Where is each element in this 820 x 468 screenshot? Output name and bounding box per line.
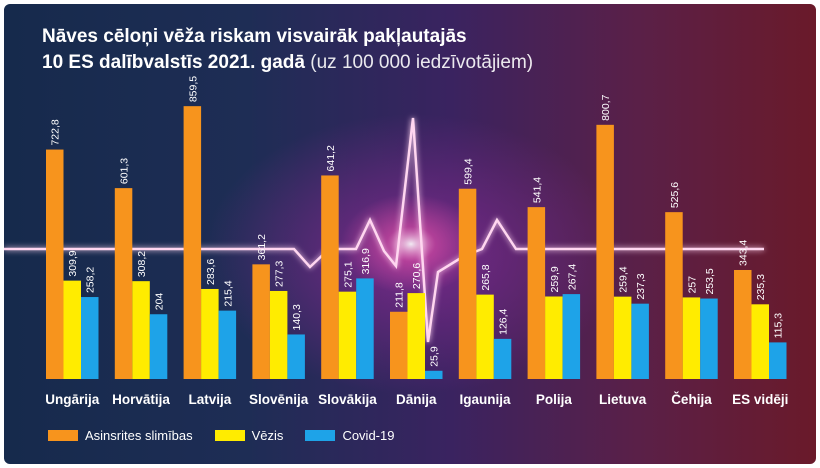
bar-covid [218, 310, 237, 379]
value-label-cancer: 265,8 [480, 264, 492, 290]
value-label-cardio: 343,4 [738, 240, 750, 266]
bar-cardio [527, 207, 546, 379]
value-label-cancer: 270,6 [411, 263, 423, 289]
title-line-2: 10 ES dalībvalstīs 2021. gadā (uz 100 00… [42, 50, 533, 76]
value-label-covid: 267,4 [566, 264, 578, 290]
bar-cardio [390, 311, 408, 379]
value-label-covid: 316,9 [360, 248, 372, 274]
bar-cancer [338, 291, 357, 379]
bar-cardio [183, 106, 202, 379]
legend: Asinsrites slimības Vēzis Covid-19 [48, 428, 394, 443]
value-label-cancer: 235,3 [755, 274, 767, 300]
bar-cardio [596, 124, 614, 379]
value-label-cardio: 859,5 [187, 76, 199, 102]
bar-cardio [321, 175, 339, 379]
value-label-cancer: 259,4 [618, 266, 630, 292]
category-label: Igaunija [460, 392, 511, 407]
value-label-covid: 237,3 [635, 273, 647, 299]
bar-covid [700, 298, 718, 379]
value-label-covid: 215,4 [222, 280, 234, 306]
bar-cancer [545, 296, 563, 379]
bar-covid [149, 314, 168, 379]
value-label-cardio: 641,2 [325, 145, 337, 171]
value-label-covid: 204 [154, 293, 166, 311]
category-label: Dānija [396, 392, 437, 407]
bar-cardio [252, 264, 270, 379]
category-label: Polija [536, 392, 573, 407]
value-label-cancer: 257 [686, 276, 698, 294]
category-label: Ungārija [45, 392, 100, 407]
bar-covid [425, 370, 443, 379]
bar-cardio [458, 188, 477, 379]
value-label-cancer: 283,6 [205, 259, 217, 285]
category-label: Slovēnija [249, 392, 309, 407]
legend-label-cardio: Asinsrites slimības [85, 428, 193, 443]
bar-cancer [476, 294, 494, 379]
bar-chart: 722,8 309,9 258,2 601,3 308,2 204 859,5 283,6 21… [4, 76, 788, 407]
value-label-covid: 25,9 [429, 346, 441, 367]
bar-covid [81, 297, 99, 379]
category-label: Čehija [671, 392, 712, 407]
title-note: (uz 100 000 iedzīvotājiem) [310, 52, 534, 73]
title-line-2-bold: 10 ES dalībvalstīs 2021. gadā [42, 52, 305, 73]
bar-cancer [407, 293, 425, 379]
value-label-cardio: 361,2 [256, 234, 268, 260]
bar-cancer [201, 288, 219, 379]
legend-item-cardio: Asinsrites slimības [48, 428, 193, 443]
legend-item-cancer: Vēzis [214, 428, 284, 443]
bar-cancer [751, 304, 769, 379]
value-label-cancer: 259,9 [549, 266, 561, 292]
value-label-cardio: 800,7 [600, 94, 612, 120]
bar-covid [356, 278, 374, 379]
value-label-cancer: 275,1 [342, 261, 354, 287]
value-label-cancer: 277,3 [274, 261, 286, 287]
bar-covid [493, 338, 512, 379]
category-label: Latvija [188, 392, 231, 407]
bar-cancer [682, 297, 701, 379]
category-label: Lietuva [599, 392, 647, 407]
category-label: ES vidēji [732, 392, 788, 407]
legend-item-covid: Covid-19 [305, 428, 394, 443]
legend-swatch-covid [305, 430, 336, 441]
bar-cardio [114, 188, 133, 379]
legend-label-covid: Covid-19 [342, 428, 395, 443]
bars-group [46, 106, 787, 379]
value-label-cardio: 525,6 [669, 182, 681, 208]
bar-covid [562, 294, 581, 379]
value-label-cardio: 541,4 [531, 177, 543, 203]
bar-cardio [734, 269, 752, 379]
value-label-covid: 126,4 [498, 308, 510, 334]
value-label-cardio: 599,4 [463, 158, 475, 184]
value-label-covid: 253,5 [704, 268, 716, 294]
value-label-cancer: 308,2 [136, 251, 148, 277]
bar-covid [769, 342, 787, 379]
chart-title: Nāves cēloņi vēža riskam visvairāk pakļa… [42, 24, 533, 76]
value-label-cardio: 211,8 [394, 282, 406, 308]
bar-covid [287, 334, 305, 379]
bar-cardio [46, 149, 64, 379]
legend-swatch-cancer [214, 430, 245, 441]
category-label: Horvātija [112, 392, 170, 407]
legend-label-cancer: Vēzis [251, 428, 284, 443]
title-line-1: Nāves cēloņi vēža riskam visvairāk pakļa… [42, 26, 467, 47]
bar-cardio [665, 212, 683, 379]
value-label-cardio: 601,3 [119, 158, 131, 184]
bar-cancer [269, 290, 288, 379]
pulse-glow [341, 194, 481, 294]
category-labels-group: Ungārija Horvātija Latvija Slovēnija Slovāki… [45, 392, 788, 407]
value-labels-group: 722,8 309,9 258,2 601,3 308,2 204 859,5 283,6 21… [50, 76, 785, 367]
value-label-cardio: 722,8 [50, 119, 62, 145]
bar-covid [631, 303, 649, 379]
heartbeat-line [4, 117, 764, 343]
bar-cancer [63, 280, 81, 379]
value-label-covid: 258,2 [85, 267, 97, 293]
value-label-cancer: 309,9 [67, 250, 79, 276]
value-label-covid: 115,3 [773, 313, 785, 339]
legend-swatch-cardio [48, 430, 78, 441]
bar-cancer [613, 296, 632, 379]
bar-cancer [132, 281, 150, 379]
category-label: Slovākija [318, 392, 377, 407]
value-label-covid: 140,3 [291, 304, 303, 330]
